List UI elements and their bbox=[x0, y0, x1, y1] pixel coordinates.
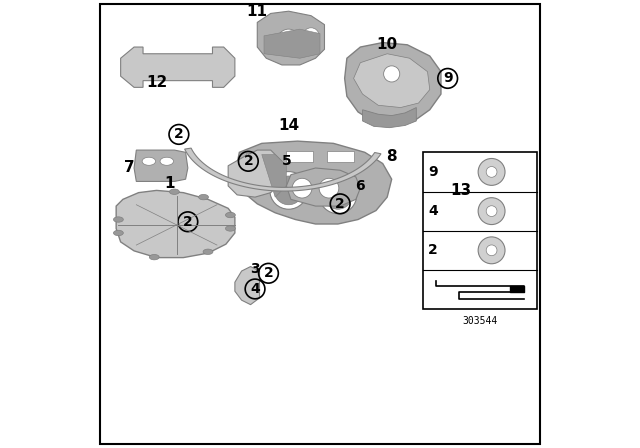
FancyBboxPatch shape bbox=[326, 151, 353, 162]
Text: 2: 2 bbox=[335, 197, 345, 211]
Text: 2: 2 bbox=[183, 215, 193, 229]
Ellipse shape bbox=[203, 249, 213, 254]
Ellipse shape bbox=[149, 254, 159, 260]
Circle shape bbox=[324, 181, 352, 209]
Polygon shape bbox=[120, 47, 235, 87]
Ellipse shape bbox=[225, 212, 236, 218]
Text: 4: 4 bbox=[250, 282, 260, 296]
Polygon shape bbox=[228, 150, 282, 197]
Text: 10: 10 bbox=[376, 37, 398, 52]
Ellipse shape bbox=[225, 226, 236, 231]
Polygon shape bbox=[134, 150, 188, 181]
FancyBboxPatch shape bbox=[287, 151, 314, 162]
Ellipse shape bbox=[113, 230, 124, 236]
Circle shape bbox=[270, 172, 307, 209]
Text: 7: 7 bbox=[124, 160, 135, 176]
Circle shape bbox=[478, 198, 505, 224]
Text: 2: 2 bbox=[428, 243, 438, 257]
Text: 2: 2 bbox=[264, 266, 273, 280]
Polygon shape bbox=[184, 148, 381, 191]
Polygon shape bbox=[362, 108, 416, 128]
Text: 6: 6 bbox=[355, 179, 365, 193]
Text: 2: 2 bbox=[174, 127, 184, 142]
Ellipse shape bbox=[113, 217, 124, 222]
Circle shape bbox=[275, 176, 303, 205]
Polygon shape bbox=[257, 11, 324, 65]
Circle shape bbox=[486, 245, 497, 256]
Polygon shape bbox=[344, 43, 441, 125]
Polygon shape bbox=[237, 141, 392, 224]
Text: 11: 11 bbox=[247, 4, 268, 19]
Polygon shape bbox=[445, 193, 471, 208]
Polygon shape bbox=[436, 188, 479, 215]
Ellipse shape bbox=[198, 194, 209, 200]
FancyBboxPatch shape bbox=[246, 153, 273, 164]
Text: 14: 14 bbox=[278, 118, 300, 133]
Circle shape bbox=[486, 206, 497, 216]
Polygon shape bbox=[287, 168, 360, 206]
Polygon shape bbox=[262, 155, 287, 197]
Ellipse shape bbox=[160, 157, 173, 165]
Circle shape bbox=[478, 237, 505, 264]
Text: 2: 2 bbox=[243, 154, 253, 168]
Text: 5: 5 bbox=[282, 154, 291, 168]
Text: 3: 3 bbox=[250, 262, 260, 276]
Circle shape bbox=[319, 176, 356, 214]
Text: 1: 1 bbox=[164, 176, 175, 191]
Ellipse shape bbox=[142, 157, 156, 165]
Ellipse shape bbox=[170, 189, 179, 194]
Circle shape bbox=[292, 178, 312, 198]
Text: 9: 9 bbox=[443, 71, 452, 86]
Polygon shape bbox=[235, 267, 260, 305]
FancyBboxPatch shape bbox=[423, 152, 538, 309]
Text: 9: 9 bbox=[428, 165, 438, 179]
Circle shape bbox=[486, 167, 497, 177]
Circle shape bbox=[278, 29, 300, 52]
Polygon shape bbox=[353, 54, 430, 108]
Text: 8: 8 bbox=[387, 149, 397, 164]
Polygon shape bbox=[264, 29, 320, 58]
Text: 13: 13 bbox=[451, 183, 472, 198]
Circle shape bbox=[319, 178, 339, 198]
Circle shape bbox=[383, 66, 400, 82]
Circle shape bbox=[303, 28, 319, 44]
Text: 4: 4 bbox=[428, 204, 438, 218]
Circle shape bbox=[478, 159, 505, 185]
Text: 303544: 303544 bbox=[463, 316, 498, 326]
Text: 12: 12 bbox=[146, 75, 167, 90]
Polygon shape bbox=[116, 190, 235, 258]
